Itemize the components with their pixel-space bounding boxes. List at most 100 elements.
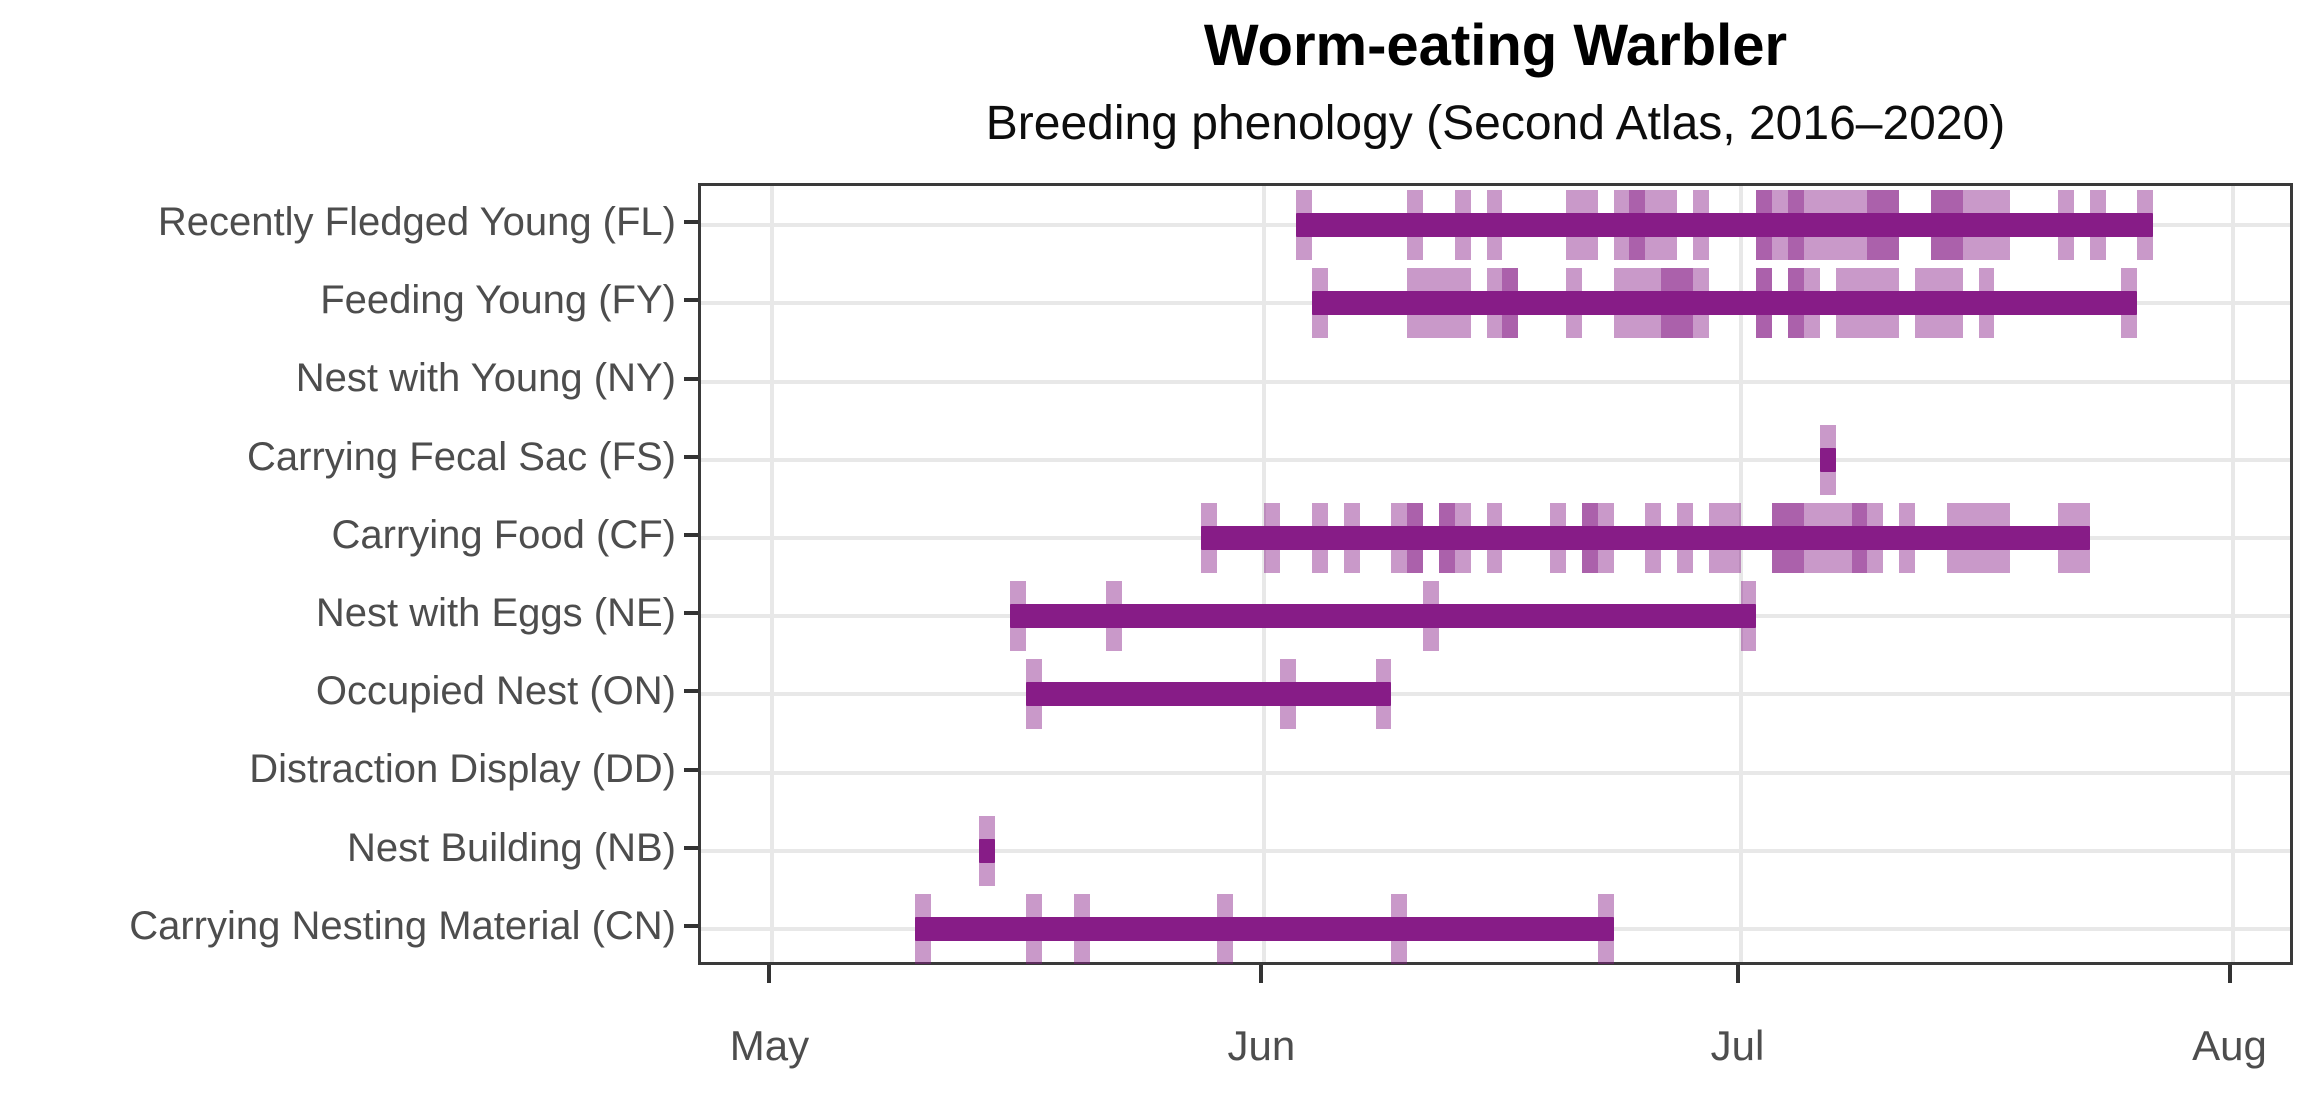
observation-tick-cf — [1264, 502, 1281, 573]
range-bar-fl — [1296, 213, 2154, 238]
observation-tick-fl — [1851, 190, 1868, 261]
observation-tick-fl — [1692, 190, 1709, 261]
observation-tick-fy — [1565, 268, 1582, 339]
observation-tick-fl — [1867, 190, 1884, 261]
y-tick-cn — [684, 923, 698, 928]
y-label-fl: Recently Fledged Young (FL) — [157, 200, 676, 244]
observation-tick-cf — [1994, 502, 2011, 573]
observation-tick-cf — [2073, 502, 2090, 573]
observation-tick-cf — [1804, 502, 1820, 573]
y-label-dd: Distraction Display (DD) — [249, 747, 676, 792]
observation-tick-cf — [1772, 502, 1789, 573]
observation-tick-fy — [1915, 268, 1931, 339]
observation-tick-cf — [1819, 502, 1836, 573]
chart-subtitle: Breeding phenology (Second Atlas, 2016–2… — [985, 97, 2006, 150]
observation-tick-cf — [1946, 502, 1963, 573]
observation-tick-cf — [2057, 502, 2074, 573]
observation-tick-fl — [1883, 190, 1900, 261]
observation-tick-cf — [1343, 502, 1360, 573]
y-tick-on — [684, 689, 698, 694]
observation-tick-cf — [1200, 502, 1217, 573]
observation-tick-fl — [1994, 190, 2011, 261]
observation-tick-fl — [1296, 190, 1312, 261]
observation-tick-fl — [1788, 190, 1804, 261]
y-tick-fl — [684, 220, 698, 225]
observation-tick-fy — [1312, 268, 1328, 339]
observation-tick-fy — [1804, 268, 1820, 339]
y-label-cn: Carrying Nesting Material (CN) — [129, 903, 676, 948]
observation-tick-fy — [1502, 268, 1519, 339]
observation-tick-fy — [1978, 268, 1995, 339]
observation-tick-cn — [1216, 893, 1233, 964]
observation-tick-fy — [1438, 268, 1455, 339]
range-bar-on — [1026, 682, 1392, 707]
observation-tick-fl — [1629, 190, 1646, 261]
y-tick-cf — [684, 532, 698, 537]
row-gridline-fs — [701, 457, 2290, 462]
y-label-ny: Nest with Young (NY) — [295, 356, 676, 401]
observation-tick-cn — [1073, 893, 1090, 964]
observation-tick-ne — [1105, 581, 1122, 652]
observation-tick-cf — [1581, 502, 1598, 573]
observation-tick-on — [1026, 659, 1043, 730]
range-bar-nb — [978, 838, 995, 863]
x-label-jun: Jun — [1227, 1022, 1296, 1069]
observation-tick-fy — [1661, 268, 1678, 339]
x-tick-jul — [1735, 965, 1740, 983]
range-bar-cf — [1200, 525, 2090, 550]
observation-tick-fl — [1772, 190, 1789, 261]
observation-tick-fy — [1613, 268, 1630, 339]
observation-tick-fy — [1756, 268, 1773, 339]
observation-tick-fy — [1677, 268, 1693, 339]
observation-tick-fy — [1883, 268, 1900, 339]
row-gridline-ny — [701, 379, 2290, 384]
observation-tick-fy — [1486, 268, 1503, 339]
range-bar-fs — [1819, 447, 1836, 472]
observation-tick-fy — [1930, 268, 1947, 339]
observation-tick-cf — [1645, 502, 1662, 573]
x-label-aug: Aug — [2192, 1022, 2267, 1069]
observation-tick-cf — [1438, 502, 1455, 573]
observation-tick-cf — [1899, 502, 1916, 573]
observation-tick-fl — [1788, 190, 1804, 261]
row-gridline-dd — [701, 770, 2290, 775]
observation-tick-fl — [1565, 190, 1582, 261]
observation-tick-fl — [1867, 190, 1884, 261]
observation-tick-cf — [1677, 502, 1693, 573]
observation-tick-cf — [1788, 502, 1804, 573]
range-bar-ne — [1010, 604, 1757, 629]
observation-tick-on — [1280, 659, 1297, 730]
y-label-nb: Nest Building (NB) — [346, 825, 676, 870]
y-label-fs: Carrying Fecal Sac (FS) — [247, 434, 676, 479]
x-tick-may — [767, 965, 772, 983]
observation-tick-cf — [1581, 502, 1598, 573]
observation-tick-cf — [1978, 502, 1995, 573]
y-label-on: Occupied Nest (ON) — [315, 669, 676, 714]
y-label-ne: Nest with Eggs (NE) — [315, 591, 676, 635]
chart-title: Worm-eating Warbler — [1203, 13, 1788, 78]
observation-tick-layer — [701, 186, 2290, 964]
y-tick-fy — [684, 298, 698, 303]
observation-tick-cf — [1724, 502, 1741, 573]
observation-tick-fy — [2121, 268, 2138, 339]
observation-tick-fl — [1454, 190, 1471, 261]
observation-tick-fl — [2089, 190, 2106, 261]
observation-tick-fl — [2137, 190, 2154, 261]
observation-tick-fl — [2057, 190, 2074, 261]
observation-tick-cn — [1391, 893, 1408, 964]
range-bar-layer — [701, 186, 2290, 962]
observation-tick-cf — [1391, 502, 1408, 573]
observation-tick-fy — [1867, 268, 1884, 339]
plot-panel — [698, 183, 2293, 965]
observation-tick-cf — [1407, 502, 1424, 573]
y-tick-ne — [684, 611, 698, 616]
observation-tick-cf — [1708, 502, 1725, 573]
observation-tick-ne — [1423, 581, 1439, 652]
observation-tick-fl — [1883, 190, 1900, 261]
y-tick-dd — [684, 767, 698, 772]
y-tick-ny — [684, 376, 698, 381]
observation-tick-fl — [1756, 190, 1773, 261]
observation-tick-fs — [1819, 424, 1836, 495]
observation-tick-cf — [1788, 502, 1804, 573]
observation-tick-ne — [1010, 581, 1027, 652]
